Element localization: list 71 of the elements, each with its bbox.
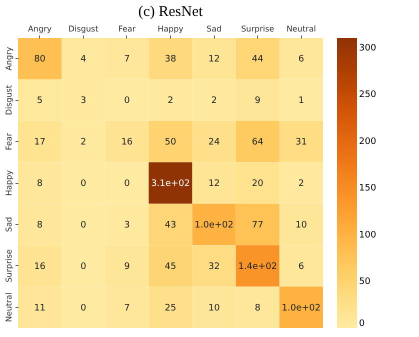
y-tick-label: Surprise <box>4 249 14 282</box>
data-label: 9 <box>254 96 261 106</box>
data-label: 1.0e+02 <box>282 303 321 314</box>
data-label: 77 <box>252 220 264 230</box>
data-label: 10 <box>295 220 308 230</box>
data-label: 3 <box>80 96 86 106</box>
data-label: 24 <box>208 138 220 148</box>
data-label: 25 <box>164 303 176 314</box>
color-bar-label: 200 <box>359 136 376 147</box>
x-tick-label: Surprise <box>241 24 274 34</box>
data-label: 8 <box>36 220 43 230</box>
data-label: 3.1e+02 <box>151 179 190 189</box>
data-label: 6 <box>298 262 304 272</box>
data-label: 44 <box>252 54 264 65</box>
data-label: 43 <box>164 220 176 230</box>
data-label: 0 <box>80 262 86 272</box>
data-label: 31 <box>295 138 307 148</box>
color-bar-label: 100 <box>359 230 376 240</box>
y-tick-label: Angry <box>4 46 14 71</box>
data-label: 2 <box>211 96 217 106</box>
data-label: 80 <box>34 54 46 65</box>
data-label: 2 <box>298 179 304 189</box>
y-tick-label: Fear <box>4 132 14 150</box>
data-label: 38 <box>164 54 176 65</box>
data-label: 1.4e+02 <box>238 262 278 272</box>
x-tick-label: Disgust <box>68 24 98 34</box>
x-tick-label: Fear <box>118 24 136 34</box>
data-label: 1 <box>298 96 304 106</box>
y-tick-label: Happy <box>4 170 14 196</box>
data-label: 2 <box>168 96 174 106</box>
data-label: 0 <box>80 179 86 189</box>
data-label: 20 <box>252 179 264 189</box>
data-label: 8 <box>36 179 43 189</box>
data-label: 0 <box>80 303 86 314</box>
y-tick-label: Disgust <box>4 85 14 116</box>
y-tick-label: Sad <box>4 216 14 232</box>
data-label: 12 <box>208 179 220 189</box>
data-label: 10 <box>208 303 220 314</box>
data-label: 9 <box>124 262 130 272</box>
color-bar-label: 0 <box>359 319 365 329</box>
color-bar-label: 150 <box>359 184 376 194</box>
x-tick-label: Angry <box>28 24 52 34</box>
y-tick-label: Neutral <box>4 292 14 322</box>
data-label: 17 <box>34 138 46 148</box>
x-tick-label: Happy <box>158 24 184 34</box>
data-label: 16 <box>121 138 133 148</box>
data-label: 64 <box>252 138 264 148</box>
x-tick-label: Neutral <box>286 24 316 34</box>
data-label: 4 <box>80 54 86 65</box>
color-bar-label: 250 <box>359 90 376 100</box>
data-label: 50 <box>164 138 176 148</box>
data-label: 12 <box>208 54 220 65</box>
chart-title: (c) ResNet <box>138 4 204 20</box>
data-label: 0 <box>124 179 130 189</box>
data-label: 8 <box>254 303 261 314</box>
data-label: 2 <box>80 138 86 148</box>
x-tick-label: Sad <box>206 24 222 34</box>
data-label: 1.0e+02 <box>194 220 234 230</box>
data-label: 0 <box>124 96 130 106</box>
data-label: 11 <box>34 303 46 314</box>
data-label: 3 <box>124 220 130 230</box>
data-label: 7 <box>124 303 130 314</box>
color-bar-label: 50 <box>359 277 371 288</box>
data-label: 16 <box>34 262 46 272</box>
data-label: 5 <box>36 96 43 106</box>
data-label: 45 <box>164 262 176 272</box>
data-label: 6 <box>298 54 304 65</box>
data-label: 32 <box>208 262 220 272</box>
color-bar-label: 300 <box>359 43 376 54</box>
data-label: 7 <box>124 54 130 65</box>
data-label: 0 <box>80 220 86 230</box>
